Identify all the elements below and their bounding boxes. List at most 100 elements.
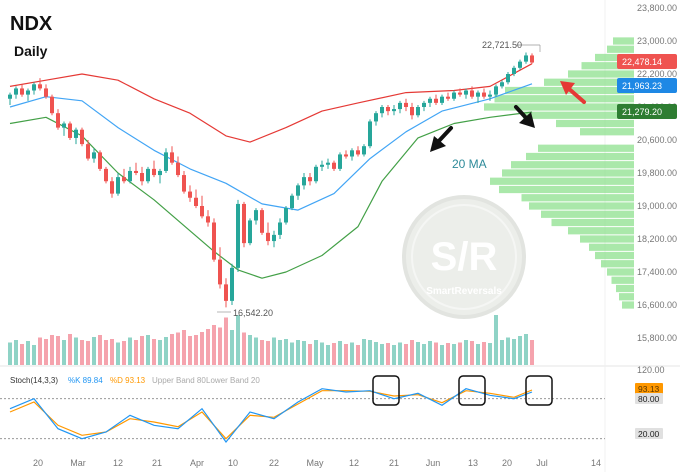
vp-bar (595, 53, 634, 62)
volume-bar (152, 339, 156, 365)
high-label: 22,721.50 (482, 40, 522, 50)
candle-body (242, 203, 246, 244)
svg-text:22,478.14: 22,478.14 (622, 57, 662, 67)
vp-bar (607, 268, 634, 276)
volume-bar (68, 334, 72, 365)
vp-bar (616, 284, 634, 293)
candle-body (74, 129, 78, 138)
volume-bar (128, 337, 132, 365)
candle-body (104, 168, 108, 182)
candle-body (380, 107, 384, 114)
volume-bar (224, 317, 228, 365)
candle-body (110, 181, 114, 194)
volume-bar (320, 342, 324, 365)
stoch-k-line (9, 388, 533, 443)
volume-bar (158, 340, 162, 365)
candle-body (248, 220, 252, 244)
candle-body (362, 146, 366, 155)
time-tick-label: Mar (70, 458, 86, 468)
candle-body (524, 55, 528, 62)
vp-bar (607, 45, 634, 53)
ma-label: 20 MA (452, 157, 487, 171)
vp-bar (494, 95, 634, 103)
volume-bar (398, 342, 402, 365)
volume-bar (194, 335, 198, 365)
candle-body (518, 61, 522, 68)
volume-bar (242, 332, 246, 365)
volume-bar (266, 341, 270, 365)
vp-bar (526, 152, 634, 161)
candle-body (332, 162, 336, 169)
volume-bar (344, 344, 348, 365)
candle-body (386, 107, 390, 112)
candle-body (272, 234, 276, 242)
volume-bar (470, 341, 474, 365)
stoch-name: Stoch(14,3,3) (10, 376, 58, 385)
stoch-axis-top: 120.00 (637, 365, 665, 375)
candle-body (260, 210, 264, 233)
time-tick-label: 22 (269, 458, 279, 468)
candle-body (56, 113, 60, 128)
volume-bar (338, 341, 342, 365)
vp-bar (502, 169, 634, 177)
badge-ma: 21,963.23 (617, 78, 677, 93)
candle-body (206, 216, 210, 223)
volume-bar (416, 342, 420, 365)
vp-bar (601, 260, 634, 268)
volume-bar (200, 332, 204, 365)
volume-bar (122, 341, 126, 365)
chart-interval: Daily (14, 43, 48, 59)
candle-body (314, 166, 318, 182)
volume-bar (176, 332, 180, 365)
time-tick-label: 20 (33, 458, 43, 468)
candle-body (146, 168, 150, 182)
vp-bar (499, 185, 634, 194)
candle-body (374, 113, 378, 122)
stoch-lower-label: Lower Band 20 (206, 376, 260, 385)
candle-body (86, 144, 90, 159)
candle-body (98, 152, 102, 169)
volume-bar (302, 341, 306, 365)
svg-text:20.00: 20.00 (638, 429, 660, 439)
bollinger-upper-line (9, 63, 533, 143)
stoch-band-badge: 80.00 (635, 393, 663, 404)
watermark-logo: S/R SmartReversals (402, 195, 526, 319)
vp-bar (490, 177, 634, 185)
volume-bar (134, 340, 138, 365)
candle-body (80, 129, 84, 145)
candle-body (326, 162, 330, 165)
price-tick-label: 23,800.00 (637, 3, 677, 13)
volume-bar (26, 341, 30, 365)
vp-bar (523, 111, 634, 119)
volume-bar (32, 345, 36, 365)
stoch-legend: Stoch(14,3,3) %K 89.84 %D 93.13 Upper Ba… (10, 376, 260, 385)
candle-body (470, 90, 474, 97)
volume-bar (188, 336, 192, 365)
candle-body (128, 170, 132, 182)
volume-bar (284, 339, 288, 365)
volume-bar (494, 315, 498, 365)
volume-bar (386, 343, 390, 365)
volume-bar (404, 344, 408, 365)
vp-bar (568, 227, 634, 235)
volume-bar (272, 337, 276, 365)
candle-body (68, 123, 72, 138)
volume-bar (38, 337, 42, 365)
vp-bar (568, 70, 634, 78)
price-tick-label: 15,800.00 (637, 333, 677, 343)
time-tick-label: May (306, 458, 324, 468)
candle-body (218, 259, 222, 285)
candle-body (62, 123, 66, 128)
volume-bar (290, 342, 294, 365)
volume-bar (212, 325, 216, 365)
volume-bar (350, 342, 354, 365)
candle-body (434, 98, 438, 103)
candle-body (404, 102, 408, 107)
volume-bar (140, 336, 144, 365)
candle-body (14, 88, 18, 95)
candle-body (368, 121, 372, 147)
candle-body (494, 86, 498, 95)
volume-bar (332, 343, 336, 365)
candle-body (308, 177, 312, 182)
